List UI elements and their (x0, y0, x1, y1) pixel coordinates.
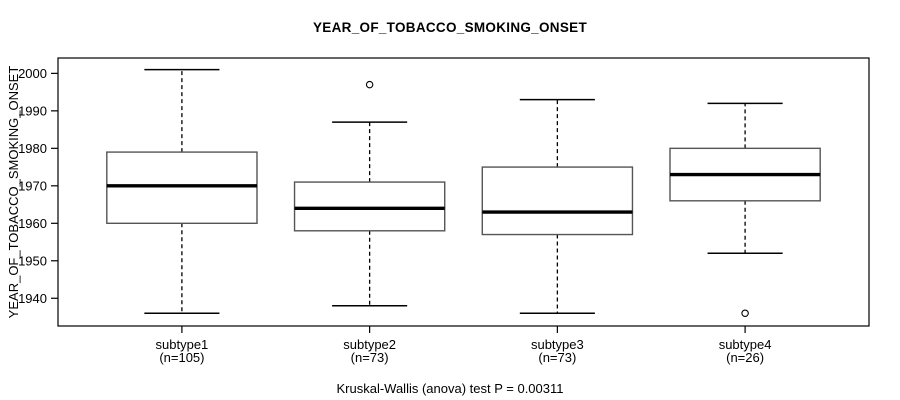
outlier-point (741, 309, 749, 318)
y-tick-label: 1950 (18, 253, 47, 268)
category-sublabel: (n=26) (726, 350, 764, 365)
plot-border (57, 57, 870, 327)
category-sublabel: (n=73) (538, 350, 576, 365)
y-tick-label: 1940 (18, 291, 47, 306)
outlier-point (365, 80, 374, 89)
category-sublabel: (n=105) (159, 350, 204, 365)
stats-caption: Kruskal-Wallis (anova) test P = 0.00311 (336, 381, 564, 396)
category-label: subtype2 (343, 337, 396, 352)
y-tick-label: 1970 (18, 178, 47, 193)
category-label: subtype1 (156, 337, 209, 352)
category-label: subtype4 (719, 337, 772, 352)
y-tick-label: 2000 (18, 66, 47, 81)
box (106, 151, 258, 224)
chart-title: YEAR_OF_TOBACCO_SMOKING_ONSET (313, 20, 587, 35)
category-label: subtype3 (531, 337, 584, 352)
box (481, 166, 634, 236)
category-sublabel: (n=73) (351, 350, 389, 365)
box (293, 181, 446, 232)
y-tick-label: 1960 (18, 216, 47, 231)
y-tick-label: 1980 (18, 141, 47, 156)
y-tick-label: 1990 (18, 103, 47, 118)
